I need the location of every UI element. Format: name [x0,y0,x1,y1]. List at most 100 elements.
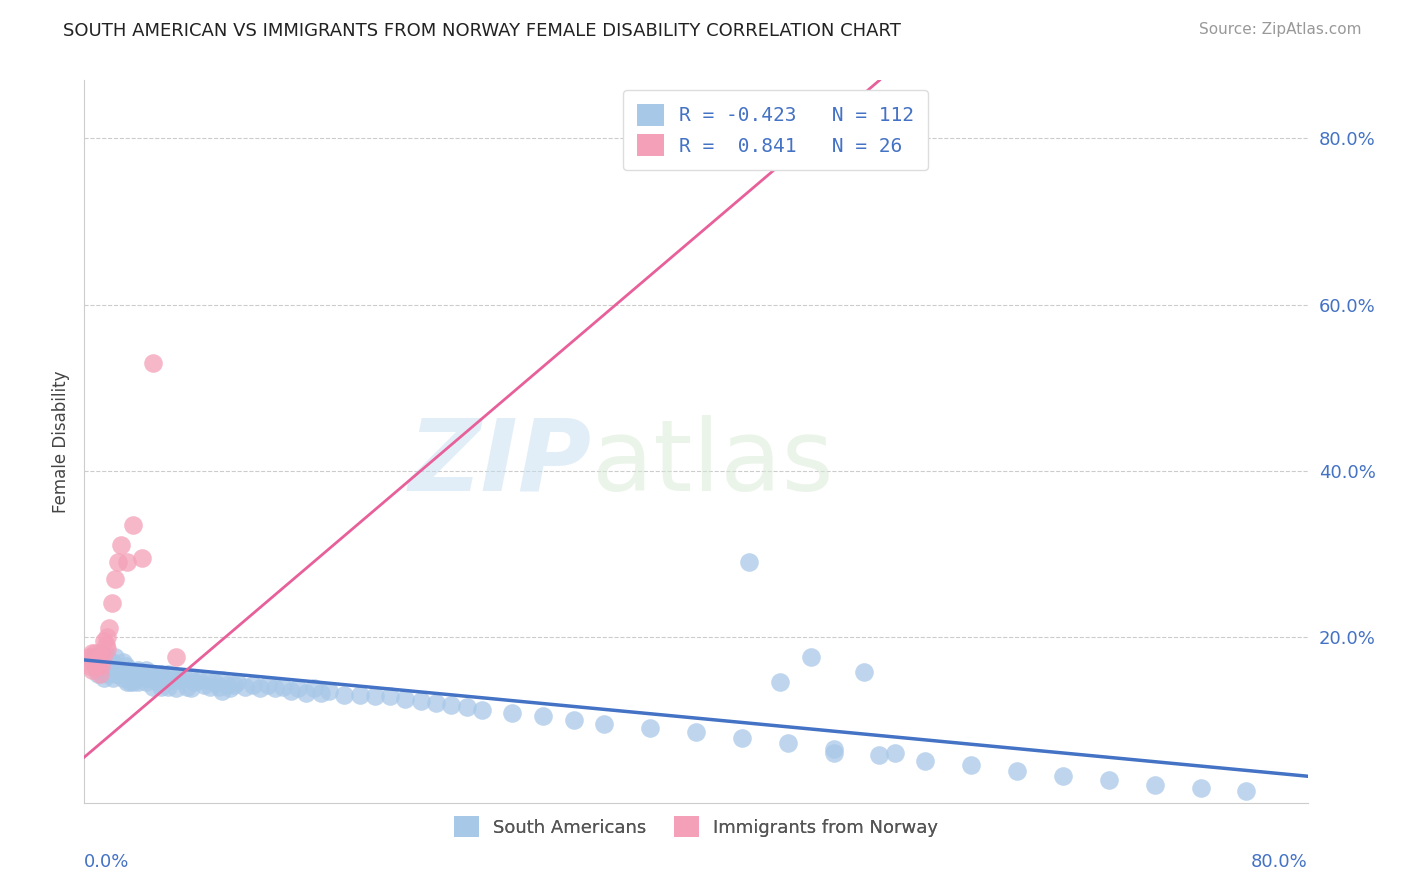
Point [280,683,302,698]
Text: SOUTH AMERICAN VS IMMIGRANTS FROM NORWAY FEMALE DISABILITY CORRELATION CHART: SOUTH AMERICAN VS IMMIGRANTS FROM NORWAY… [63,22,901,40]
Point [853,665,876,679]
Point [823,741,845,756]
Point [112,667,135,681]
Point [869,747,891,762]
Point [101,597,124,611]
Point [98,663,121,677]
Point [96,667,118,681]
Point [165,669,187,683]
Point [115,675,138,690]
Point [226,675,249,690]
Point [111,655,134,669]
Point [121,667,143,681]
Point [104,572,127,586]
Point [153,671,176,685]
Point [165,650,187,665]
Point [142,667,165,681]
Point [96,630,118,644]
Point [91,650,114,665]
Text: 0.0%: 0.0% [84,853,129,871]
Point [93,671,115,685]
Point [1098,772,1121,787]
Point [800,650,823,665]
Point [685,725,707,739]
Point [77,650,100,665]
Point [107,667,129,681]
Point [96,650,118,665]
Point [1189,780,1212,795]
Point [111,671,134,685]
Point [86,658,108,673]
Point [131,667,153,681]
Point [80,650,103,665]
Point [124,671,146,685]
Point [101,655,124,669]
Point [89,646,111,660]
Point [173,669,195,683]
Point [97,621,120,635]
Point [776,736,799,750]
Point [208,680,231,694]
Point [142,356,165,370]
Point [183,675,205,690]
Point [91,655,114,669]
Point [211,673,233,687]
Point [142,680,165,694]
Point [264,681,287,696]
Point [769,675,792,690]
Point [562,713,585,727]
Point [83,655,105,669]
Point [108,663,131,677]
Point [84,658,107,673]
Legend: South Americans, Immigrants from Norway: South Americans, Immigrants from Norway [443,805,949,848]
Point [195,673,218,687]
Point [249,681,271,696]
Point [202,675,225,690]
Point [193,678,215,692]
Point [80,646,103,660]
Point [218,681,240,696]
Point [593,717,616,731]
Point [394,692,416,706]
Point [89,650,111,665]
Point [149,680,172,694]
Point [215,678,238,692]
Point [731,731,754,745]
Point [502,706,524,720]
Point [96,642,118,657]
Point [531,708,554,723]
Point [318,683,340,698]
Point [131,550,153,565]
Point [233,680,256,694]
Point [107,555,129,569]
Point [471,703,494,717]
Text: ZIP: ZIP [409,415,592,512]
Point [136,671,159,685]
Point [114,658,136,673]
Point [160,673,183,687]
Point [333,688,356,702]
Point [188,673,211,687]
Point [1236,784,1258,798]
Point [1005,764,1028,779]
Point [90,658,112,673]
Point [302,681,325,696]
Point [180,671,202,685]
Point [128,671,150,685]
Point [122,675,145,690]
Point [149,667,172,681]
Point [104,650,127,665]
Point [89,663,111,677]
Point [87,667,110,681]
Point [176,680,198,694]
Point [157,667,180,681]
Point [127,675,149,690]
Point [1143,778,1166,792]
Point [146,675,169,690]
Point [440,698,463,712]
Point [1052,769,1074,783]
Point [638,721,661,735]
Point [242,678,264,692]
Point [87,655,110,669]
Point [135,675,157,690]
